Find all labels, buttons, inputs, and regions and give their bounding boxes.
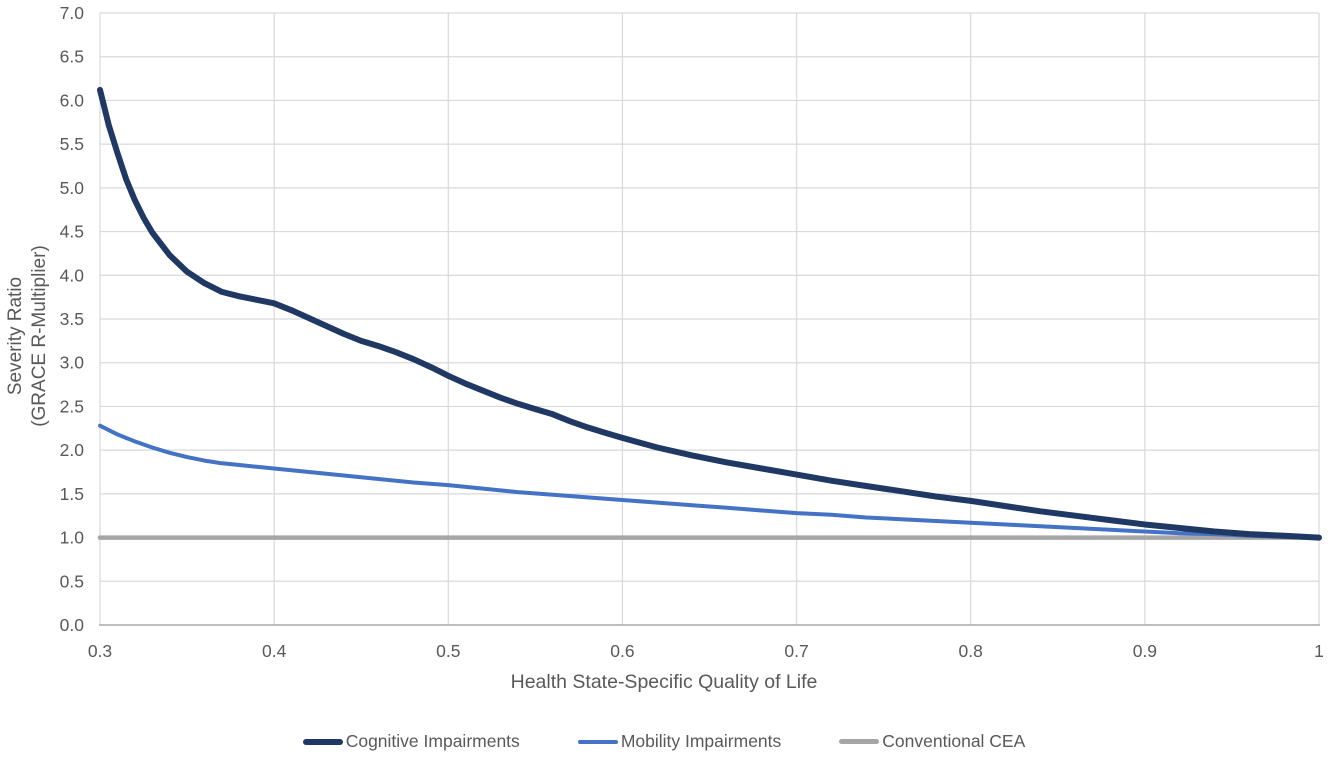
svg-text:0.6: 0.6 [610, 641, 634, 661]
svg-text:7.0: 7.0 [60, 3, 85, 23]
legend-item-cognitive-impairments: Cognitive Impairments [302, 731, 520, 752]
y-axis-title: Severity Ratio (GRACE R-Multiplier) [4, 56, 60, 616]
x-axis-title: Health State-Specific Quality of Life [510, 671, 818, 693]
svg-text:1.5: 1.5 [60, 484, 84, 504]
svg-text:4.0: 4.0 [60, 265, 85, 285]
legend-item-mobility-impairments: Mobility Impairments [577, 731, 782, 752]
legend-label-mobility-impairments: Mobility Impairments [620, 731, 782, 751]
svg-text:3.0: 3.0 [60, 353, 85, 373]
svg-text:0.0: 0.0 [60, 615, 85, 635]
svg-text:0.7: 0.7 [784, 641, 808, 661]
y-axis-tick-labels: 0.0 0.5 1.0 1.5 2.0 2.5 3.0 3.5 4.0 4.5 5.0 5.5 6.0 6… [60, 3, 85, 635]
svg-text:0.8: 0.8 [959, 641, 983, 661]
series-line-cognitive-impairments [97, 86, 1322, 541]
svg-text:0.4: 0.4 [262, 641, 287, 661]
svg-text:5.5: 5.5 [60, 134, 84, 154]
legend-label-cognitive-impairments: Cognitive Impairments [345, 731, 520, 751]
svg-text:6.0: 6.0 [60, 90, 85, 110]
legend-swatch-conventional-cea-line [839, 739, 880, 744]
svg-text:0.9: 0.9 [1133, 641, 1157, 661]
svg-text:2.0: 2.0 [60, 440, 85, 460]
svg-text:5.0: 5.0 [60, 178, 85, 198]
svg-text:6.5: 6.5 [60, 47, 84, 67]
legend-swatch-cognitive-line [302, 738, 343, 745]
svg-text:0.3: 0.3 [88, 641, 112, 661]
legend-item-conventional-cea: Conventional CEA [839, 731, 1025, 752]
svg-text:3.5: 3.5 [60, 309, 84, 329]
chart-legend: Cognitive Impairments Mobility Impairmen… [0, 731, 1328, 752]
gridlines [99, 12, 1320, 626]
svg-text:0.5: 0.5 [436, 641, 460, 661]
x-axis-tick-labels: 0.3 0.4 0.5 0.6 0.7 0.8 0.9 1 [88, 641, 1324, 661]
svg-text:1.0: 1.0 [60, 528, 85, 548]
legend-swatch-mobility-line [577, 739, 618, 744]
chart-plot-area: 0.0 0.5 1.0 1.5 2.0 2.5 3.0 3.5 4.0 4.5 5.0 5.5 6.0 6… [60, 3, 1324, 661]
svg-text:4.5: 4.5 [60, 222, 84, 242]
svg-text:1: 1 [1314, 641, 1324, 661]
y-axis-title-line1: Severity Ratio [5, 276, 26, 396]
svg-text:0.5: 0.5 [60, 571, 84, 591]
legend-label-conventional-cea: Conventional CEA [882, 731, 1026, 751]
svg-text:2.5: 2.5 [60, 396, 84, 416]
y-axis-title-line2: (GRACE R-Multiplier) [28, 245, 50, 427]
series-line-mobility-impairments [98, 423, 1321, 540]
